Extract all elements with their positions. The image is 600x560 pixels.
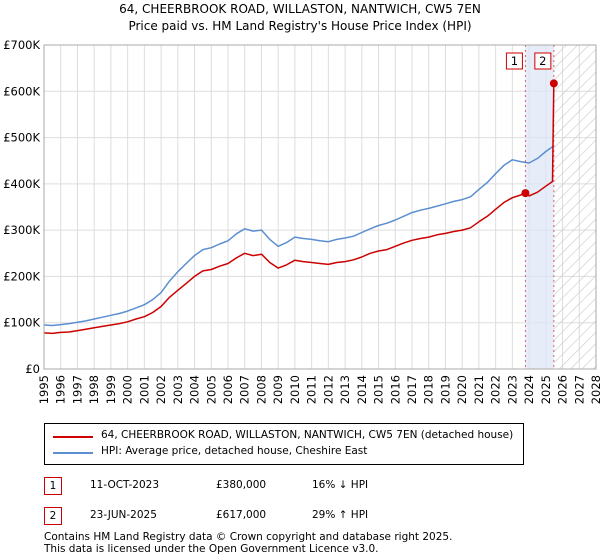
- x-tick-label: 1996: [54, 375, 68, 404]
- price-chart: 1 2 £0 £100K £200K £300K £400K £500K £600K £700K…: [3, 38, 600, 404]
- x-tick-label: 2002: [154, 375, 168, 404]
- x-tick-label: 2014: [355, 375, 369, 404]
- between-sales-band: [525, 45, 554, 369]
- x-tick-label: 2028: [589, 375, 600, 404]
- transaction-number: 1: [44, 477, 62, 495]
- y-tick-label: £100K: [3, 316, 40, 330]
- transaction-hpi-delta: 16% ↓ HPI: [312, 479, 369, 491]
- x-tick-label: 2018: [422, 375, 436, 404]
- x-tick-label: 2016: [388, 375, 402, 404]
- x-tick-label: 2015: [372, 375, 386, 404]
- x-tick-label: 2013: [338, 375, 352, 404]
- sale-label-box: [534, 52, 552, 70]
- y-tick-label: £700K: [3, 38, 40, 52]
- sale-point: [521, 189, 530, 198]
- sale-label: 2: [539, 54, 546, 68]
- chart-subtitle: Price paid vs. HM Land Registry's House …: [128, 19, 472, 33]
- legend: 64, CHEERBROOK ROAD, WILLASTON, NANTWICH…: [44, 423, 524, 465]
- plot-frame: [43, 44, 597, 370]
- y-tick-label: £400K: [3, 177, 40, 191]
- x-tick-label: 2021: [472, 375, 486, 404]
- legend-label-hpi: HPI: Average price, detached house, Ches…: [101, 445, 368, 457]
- transaction-date: 11-OCT-2023: [90, 479, 159, 491]
- x-tick-label: 2006: [221, 375, 235, 404]
- transaction-hpi-delta: 29% ↑ HPI: [312, 509, 369, 521]
- transaction-price: £380,000: [216, 479, 267, 491]
- transaction-price: £617,000: [216, 509, 267, 521]
- x-tick-label: 2008: [254, 375, 268, 404]
- x-tick-label: 2027: [572, 375, 586, 404]
- transaction-date: 23-JUN-2025: [90, 509, 157, 521]
- forecast-hatch: [553, 45, 596, 369]
- x-tick-label: 2026: [556, 375, 570, 404]
- x-tick-label: 2009: [271, 375, 285, 404]
- x-tick-label: 2012: [321, 375, 335, 404]
- x-tick-label: 2000: [121, 375, 135, 404]
- chart-title: 64, CHEERBROOK ROAD, WILLASTON, NANTWICH…: [119, 2, 481, 16]
- x-tick-label: 2010: [288, 375, 302, 404]
- x-tick-label: 1998: [87, 375, 101, 404]
- legend-swatch-hpi: [53, 452, 93, 454]
- y-tick-label: £300K: [3, 223, 40, 237]
- x-tick-label: 2019: [438, 375, 452, 404]
- x-tick-label: 2011: [305, 375, 319, 404]
- legend-label-property: 64, CHEERBROOK ROAD, WILLASTON, NANTWICH…: [101, 429, 514, 441]
- x-tick-label: 2017: [405, 375, 419, 404]
- legend-swatch-property: [53, 436, 93, 438]
- x-tick-label: 2004: [188, 375, 202, 404]
- sale-label: 1: [511, 54, 518, 68]
- y-tick-label: £500K: [3, 131, 40, 145]
- x-tick-label: 2005: [204, 375, 218, 404]
- y-tick-label: £0: [25, 362, 40, 376]
- y-tick-label: £600K: [3, 84, 40, 98]
- x-tick-label: 1999: [104, 375, 118, 404]
- x-tick-label: 2001: [137, 375, 151, 404]
- footer-copyright: Contains HM Land Registry data © Crown c…: [44, 531, 453, 543]
- transaction-number: 2: [44, 507, 62, 525]
- y-tick-label: £200K: [3, 269, 40, 283]
- footer-licence: This data is licensed under the Open Gov…: [44, 543, 379, 555]
- x-tick-label: 2003: [171, 375, 185, 404]
- x-tick-label: 2022: [489, 375, 503, 404]
- x-tick-label: 2007: [238, 375, 252, 404]
- x-tick-label: 1995: [37, 375, 51, 404]
- x-tick-label: 1997: [70, 375, 84, 404]
- x-tick-label: 2023: [505, 375, 519, 404]
- x-tick-label: 2024: [522, 375, 536, 404]
- sale-label-box: [505, 52, 523, 70]
- sale-point: [549, 79, 558, 88]
- x-tick-label: 2025: [539, 375, 553, 404]
- property-price-line: [43, 83, 555, 335]
- x-tick-label: 2020: [455, 375, 469, 404]
- hpi-line: [43, 146, 553, 327]
